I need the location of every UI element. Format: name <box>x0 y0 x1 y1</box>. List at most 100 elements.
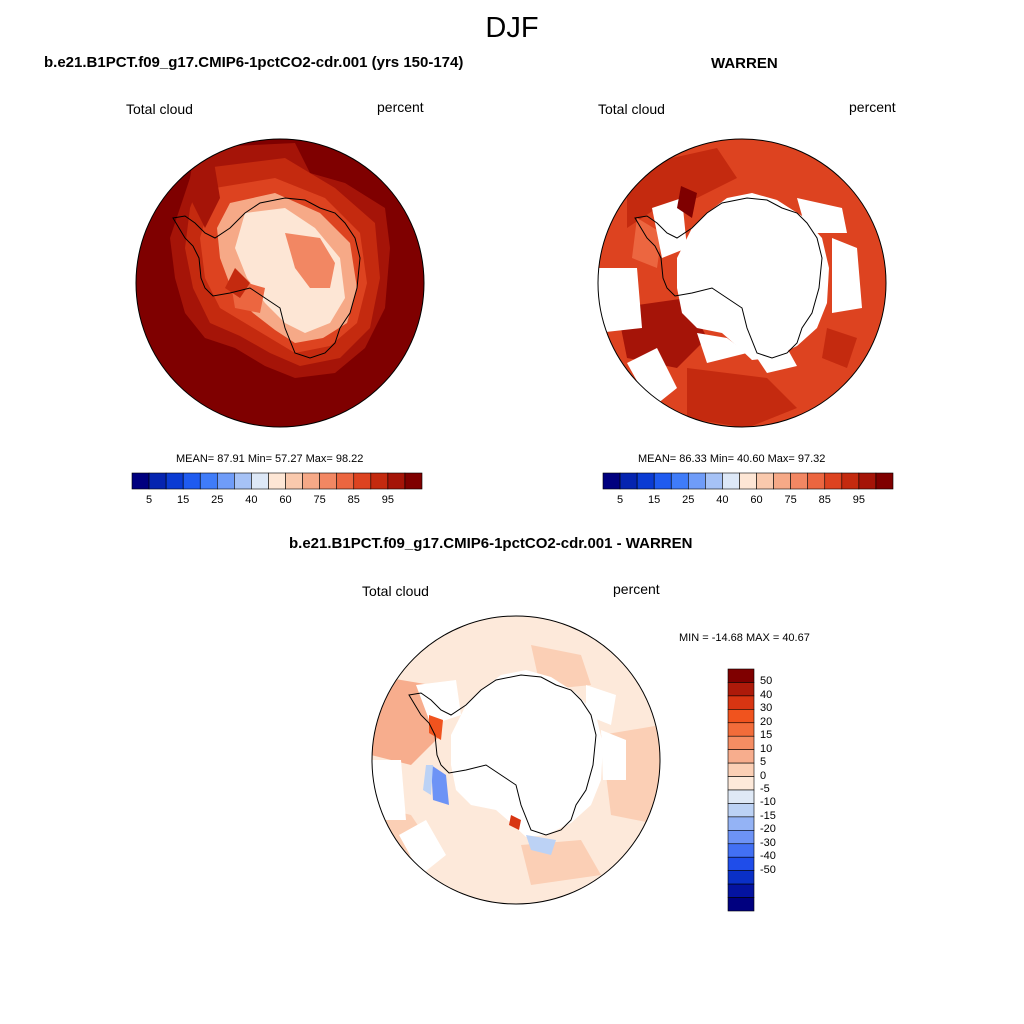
panel2-colorbar-swatch <box>790 472 809 490</box>
panel3-colorbar-swatch <box>727 695 755 710</box>
panel3-colorbar-tick-label: 30 <box>760 702 773 715</box>
panel1-colorbar-swatch <box>131 472 150 490</box>
panel3-colorbar-tick-label: 40 <box>760 688 773 701</box>
panel1-colorbar-tick-label: 40 <box>245 494 258 506</box>
panel1-colorbar-tick-label: 5 <box>145 494 153 506</box>
panel3-colorbar-tick-label: -50 <box>760 863 776 876</box>
panel1-colorbar-swatch <box>148 472 167 490</box>
panel2-colorbar-swatch <box>619 472 638 490</box>
panel3-variable-label: Total cloud <box>362 583 429 599</box>
panel2-map <box>597 138 887 428</box>
panel2-colorbar-swatch <box>705 472 723 490</box>
panel1-colorbar-swatch <box>199 472 218 490</box>
panel1-units-label: percent <box>377 99 424 115</box>
panel1-colorbar-tick-label: 60 <box>279 494 292 506</box>
panel2-colorbar-swatch <box>858 472 877 490</box>
panel1-colorbar-swatch <box>302 472 320 490</box>
panel1-colorbar-swatch <box>319 472 338 490</box>
panel2-colorbar-swatch <box>841 472 860 490</box>
panel2-colorbar-swatch <box>739 472 757 490</box>
panel3-colorbar-tick-label: 20 <box>760 715 773 728</box>
panel3-colorbar-tick-label: -5 <box>760 783 770 795</box>
panel1-colorbar-swatch <box>285 472 303 490</box>
panel1-colorbar-tick-label: 75 <box>313 494 326 506</box>
panel1-colorbar-swatch <box>216 472 235 490</box>
panel3-colorbar-ticks: 50 40 30 20 15 10 5 0 -5 -10 -15 -20 -30 -40 -50 <box>760 669 800 911</box>
panel2-stats: MEAN= 86.33 Min= 40.60 Max= 97.32 <box>638 453 826 465</box>
panel1-colorbar-swatch <box>404 472 423 490</box>
panel3-colorbar-swatch <box>727 722 755 737</box>
panel3-colorbar-tick-label: 50 <box>760 675 773 688</box>
panel2-colorbar-swatch <box>602 472 621 490</box>
panel1-variable-label: Total cloud <box>126 101 193 117</box>
panel3-colorbar-swatch <box>727 870 755 885</box>
panel2-colorbar <box>602 472 894 490</box>
panel3-colorbar-tick-label: 15 <box>760 729 773 742</box>
panel2-colorbar-ticks: 5 15 25 40 60 75 85 95 <box>603 494 893 508</box>
panel3-colorbar-tick-label: 0 <box>760 769 767 782</box>
panel3-colorbar-swatch <box>727 830 755 845</box>
panel3-colorbar-swatch <box>727 789 755 804</box>
panel2-colorbar-swatch <box>875 472 894 490</box>
panel3-colorbar-swatch <box>727 776 755 791</box>
panel3-title: b.e21.B1PCT.f09_g17.CMIP6-1pctCO2-cdr.00… <box>289 535 693 552</box>
panel1-colorbar-swatch <box>251 472 269 490</box>
panel3-colorbar-swatch <box>727 749 755 764</box>
panel3-colorbar-swatch <box>727 816 755 831</box>
panel2-colorbar-swatch <box>807 472 826 490</box>
panel2-colorbar-tick-label: 15 <box>648 494 661 506</box>
panel1-colorbar-tick-label: 15 <box>177 494 190 506</box>
panel3-colorbar-tick-label: -20 <box>760 823 776 836</box>
panel3-colorbar-tick-label: 5 <box>760 756 767 769</box>
panel3-colorbar-tick-label: -40 <box>760 850 776 863</box>
panel3-minmax: MIN = -14.68 MAX = 40.67 <box>679 632 810 644</box>
panel1-stats: MEAN= 87.91 Min= 57.27 Max= 98.22 <box>176 453 364 465</box>
figure-title: DJF <box>485 12 539 44</box>
panel2-colorbar-swatch <box>687 472 706 490</box>
panel1-colorbar-swatch <box>353 472 372 490</box>
panel2-units-label: percent <box>849 99 896 115</box>
panel3-colorbar <box>727 668 755 912</box>
panel3-colorbar-swatch <box>727 668 755 683</box>
panel3-colorbar-tick-label: -10 <box>760 796 776 809</box>
panel3-colorbar-swatch <box>727 897 755 912</box>
panel1-colorbar-swatch <box>234 472 252 490</box>
panel1-title: b.e21.B1PCT.f09_g17.CMIP6-1pctCO2-cdr.00… <box>44 54 464 71</box>
panel3-map <box>371 615 661 905</box>
panel2-colorbar-swatch <box>670 472 689 490</box>
panel1-colorbar-tick-label: 95 <box>381 494 394 506</box>
panel3-colorbar-swatch <box>727 883 755 898</box>
panel3-colorbar-tick-label: 10 <box>760 742 773 755</box>
panel2-colorbar-swatch <box>773 472 791 490</box>
panel2-colorbar-tick-label: 25 <box>682 494 695 506</box>
panel1-colorbar-swatch <box>370 472 389 490</box>
panel2-variable-label: Total cloud <box>598 101 665 117</box>
panel1-colorbar-ticks: 5 15 25 40 60 75 85 95 <box>132 494 422 508</box>
panel2-colorbar-tick-label: 5 <box>616 494 624 506</box>
panel1-colorbar-tick-label: 25 <box>211 494 224 506</box>
panel2-colorbar-tick-label: 60 <box>750 494 763 506</box>
panel1-map <box>135 138 425 428</box>
panel2-colorbar-tick-label: 95 <box>852 494 865 506</box>
panel3-colorbar-tick-label: -15 <box>760 809 776 822</box>
panel3-colorbar-swatch <box>727 856 755 871</box>
panel2-colorbar-swatch <box>636 472 655 490</box>
panel3-colorbar-swatch <box>727 803 755 818</box>
panel2-colorbar-swatch <box>653 472 672 490</box>
panel1-colorbar-swatch <box>268 472 286 490</box>
panel2-colorbar-tick-label: 40 <box>716 494 729 506</box>
panel1-colorbar-swatch <box>165 472 184 490</box>
panel3-colorbar-swatch <box>727 709 755 724</box>
panel1-colorbar-swatch <box>336 472 355 490</box>
panel2-colorbar-tick-label: 75 <box>784 494 797 506</box>
panel3-colorbar-tick-label: -30 <box>760 836 776 849</box>
panel2-colorbar-swatch <box>824 472 843 490</box>
panel1-colorbar-tick-label: 85 <box>347 494 360 506</box>
panel1-colorbar <box>131 472 423 490</box>
panel3-colorbar-swatch <box>727 762 755 777</box>
panel3-colorbar-swatch <box>727 735 755 750</box>
panel1-colorbar-swatch <box>182 472 201 490</box>
panel3-units-label: percent <box>613 581 660 597</box>
panel2-colorbar-swatch <box>756 472 774 490</box>
panel1-colorbar-swatch <box>387 472 406 490</box>
